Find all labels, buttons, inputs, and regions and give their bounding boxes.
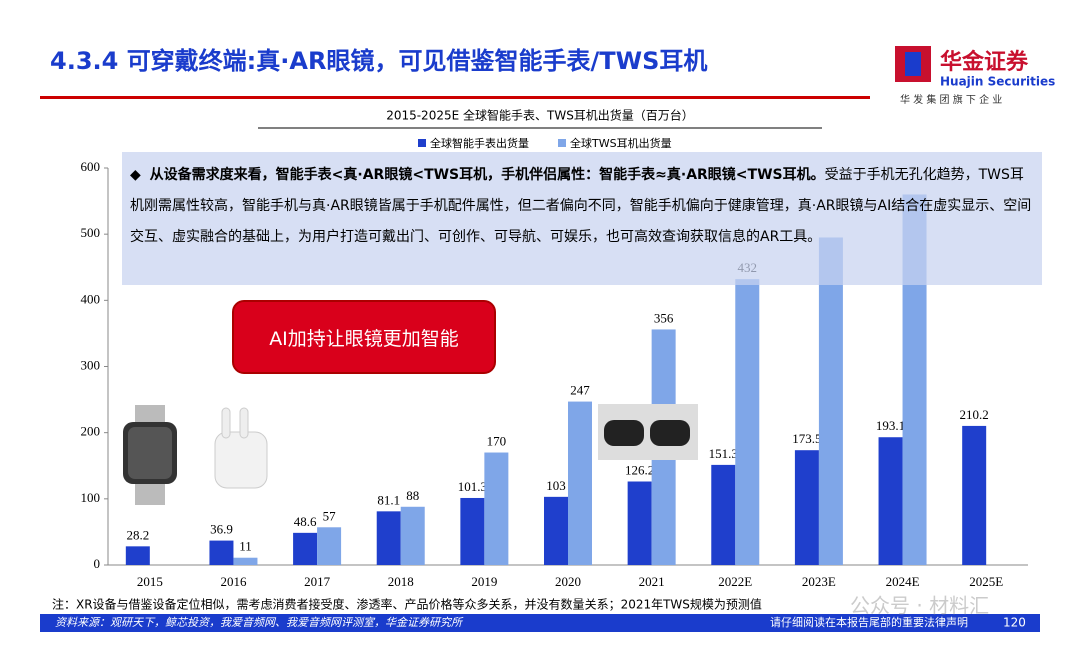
y-tick-label: 400 [81, 291, 101, 306]
value-label: 170 [487, 434, 507, 449]
bar [317, 527, 342, 565]
value-label: 57 [323, 508, 337, 523]
callout-lead: 从设备需求度来看，智能手表<真·AR眼镜<TWS耳机，手机伴侣属性：智能手表≈真… [149, 167, 825, 183]
x-tick-label: 2019 [471, 574, 497, 589]
bar [400, 506, 425, 565]
value-label: 48.6 [294, 514, 317, 529]
callout-body: 受益于手机无孔化趋势，TWS耳机刚需属性较高，智能手机与真·AR眼镜皆属于手机配… [130, 167, 1032, 245]
x-tick-label: 2023E [802, 574, 836, 589]
value-label: 101.3 [458, 479, 487, 494]
x-tick-label: 2017 [304, 574, 331, 589]
watermark: 公众号 · 材料汇 [850, 594, 989, 618]
chart-title: 2015-2025E 全球智能手表、TWS耳机出货量（百万台） [386, 108, 694, 123]
value-label: 36.9 [210, 522, 233, 537]
x-tick-label: 2022E [718, 574, 752, 589]
value-label: 247 [570, 383, 590, 398]
value-label: 11 [239, 539, 252, 554]
bar [878, 437, 903, 565]
x-tick-label: 2018 [388, 574, 414, 589]
value-label: 210.2 [960, 407, 989, 422]
bar [711, 464, 736, 565]
bar [484, 452, 509, 565]
logo-en: Huajin Securities [940, 75, 1055, 89]
note: 注：XR设备与借鉴设备定位相似，需考虑消费者接受度、渗透率、产品价格等众多关系，… [52, 597, 762, 612]
bar [209, 540, 234, 565]
value-label: 151.3 [709, 446, 738, 461]
footer-bar [40, 614, 1040, 632]
value-label: 126.2 [625, 462, 654, 477]
x-tick-label: 2024E [886, 574, 920, 589]
value-label: 356 [654, 310, 674, 325]
x-tick-label: 2025E [969, 574, 1003, 589]
legend-swatch [418, 139, 426, 147]
watch-image [123, 405, 177, 505]
bar [962, 425, 987, 565]
y-tick-label: 0 [94, 556, 101, 571]
value-label: 173.5 [792, 431, 821, 446]
legend-swatch [558, 139, 566, 147]
value-label: 88 [406, 488, 419, 503]
y-tick-label: 100 [81, 490, 101, 505]
slide-title: 4.3.4 可穿戴终端:真·AR眼镜，可见借鉴智能手表/TWS耳机 [50, 47, 707, 75]
bar [460, 497, 485, 565]
disclaimer: 请仔细阅读在本报告尾部的重要法律声明 [770, 615, 968, 629]
legend-label: 全球TWS耳机出货量 [570, 136, 672, 150]
highlight-box: AI加持让眼镜更加智能 [232, 300, 496, 374]
value-label: 103 [546, 478, 566, 493]
logo-name: 华金证券 [940, 49, 1029, 75]
page-number: 120 [1003, 616, 1026, 630]
y-tick-label: 200 [81, 424, 101, 439]
y-tick-label: 600 [81, 159, 101, 174]
bar [735, 279, 760, 565]
bar [818, 237, 843, 565]
bar [233, 557, 258, 565]
legend-label: 全球智能手表出货量 [430, 136, 529, 150]
x-tick-label: 2020 [555, 574, 581, 589]
bar [376, 511, 401, 565]
x-tick-label: 2016 [220, 574, 247, 589]
y-tick-label: 300 [81, 357, 101, 372]
value-label: 28.2 [126, 527, 149, 542]
value-label: 193.1 [876, 418, 905, 433]
bar [794, 450, 819, 565]
title-rule [40, 96, 870, 99]
bar [627, 481, 652, 565]
y-tick-label: 500 [81, 225, 101, 240]
logo-mark-inner [905, 52, 921, 76]
source: 资料来源：观研天下，鲸芯投资，我爱音频网、我爱音频网评测室，华金证券研究所 [55, 616, 464, 629]
value-label: 81.1 [377, 492, 400, 507]
x-tick-label: 2015 [137, 574, 163, 589]
bar [125, 546, 150, 565]
earbuds-image [214, 407, 268, 489]
bar [568, 401, 592, 565]
logo-tag: 华 发 集 团 旗 下 企 业 [900, 93, 1002, 106]
glasses-image [598, 404, 698, 460]
bar [544, 496, 568, 565]
bar [293, 532, 318, 565]
callout-box: ◆ 从设备需求度来看，智能手表<真·AR眼镜<TWS耳机，手机伴侣属性：智能手表… [122, 152, 1042, 285]
x-tick-label: 2021 [639, 574, 665, 589]
